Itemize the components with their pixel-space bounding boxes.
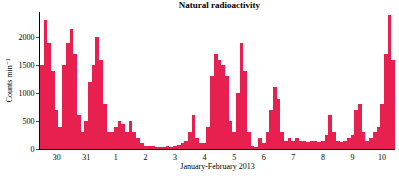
svg-text:7: 7 xyxy=(291,153,295,162)
svg-text:5: 5 xyxy=(232,153,236,162)
svg-text:3: 3 xyxy=(173,153,177,162)
svg-text:500: 500 xyxy=(22,117,34,126)
svg-text:1000: 1000 xyxy=(18,89,34,98)
svg-text:0: 0 xyxy=(30,145,34,154)
svg-text:30: 30 xyxy=(53,153,61,162)
svg-text:January-February 2013: January-February 2013 xyxy=(180,162,254,171)
svg-text:Counts min⁻¹: Counts min⁻¹ xyxy=(5,58,14,102)
svg-text:4: 4 xyxy=(203,153,207,162)
svg-text:2000: 2000 xyxy=(18,33,34,42)
svg-text:8: 8 xyxy=(321,153,325,162)
svg-text:Natural radioactivity: Natural radioactivity xyxy=(179,0,261,10)
svg-text:6: 6 xyxy=(262,153,266,162)
svg-text:31: 31 xyxy=(82,153,90,162)
svg-text:10: 10 xyxy=(378,153,386,162)
svg-text:2: 2 xyxy=(143,153,147,162)
svg-text:1: 1 xyxy=(114,153,118,162)
svg-text:1500: 1500 xyxy=(18,61,34,70)
svg-text:9: 9 xyxy=(350,153,354,162)
